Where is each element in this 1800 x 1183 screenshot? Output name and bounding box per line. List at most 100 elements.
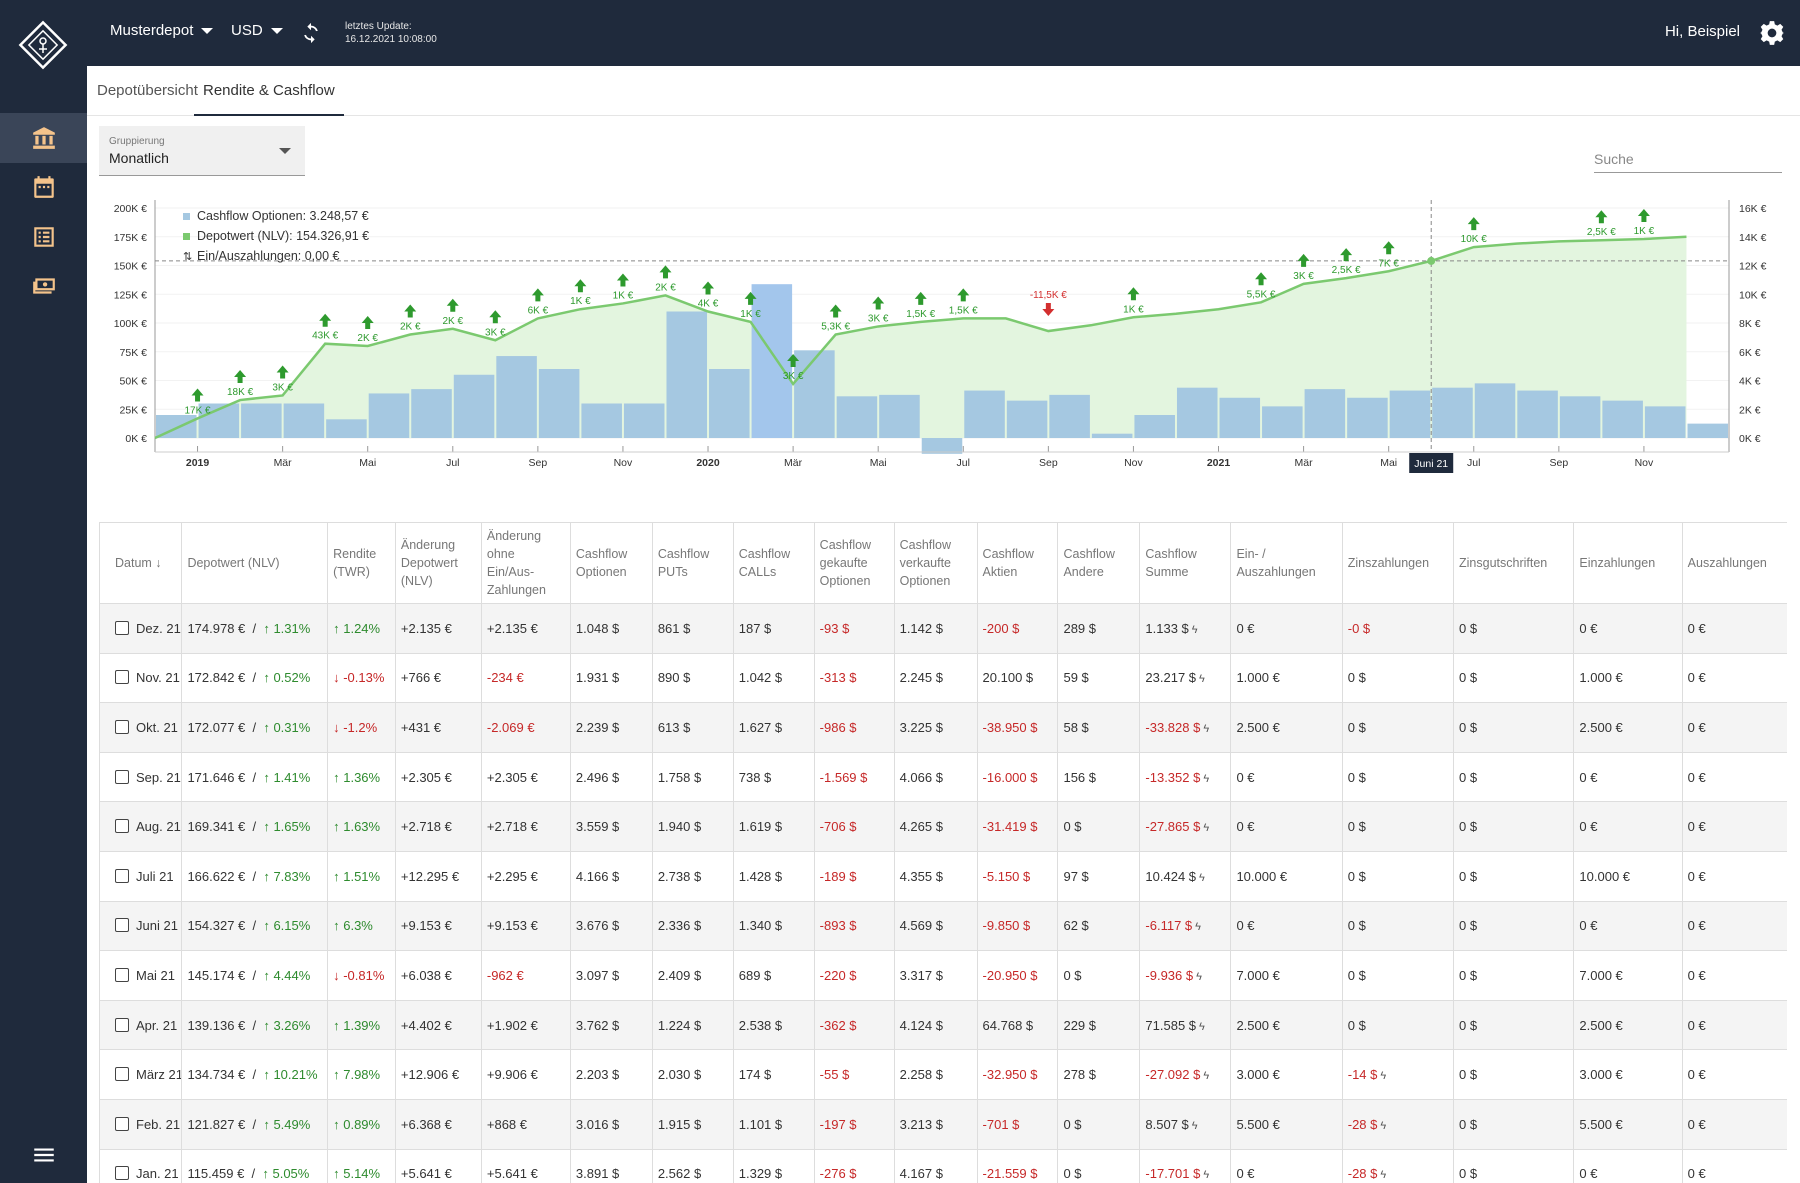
interest-credit-cell: 0 $ [1453,1149,1575,1183]
column-header[interactable]: Auszahlungen [1682,523,1787,604]
row-checkbox[interactable] [115,769,129,784]
column-header[interactable]: Ein- / Auszahlungen [1230,523,1343,604]
column-header[interactable]: Cashflow Aktien [977,523,1059,604]
cashflow-annotation: 17K € [184,405,211,416]
row-checkbox[interactable] [115,620,129,635]
y-tick-left: 200K € [114,203,147,215]
row-checkbox[interactable] [115,670,129,685]
arrow-up-icon [319,313,332,327]
sidebar-item-cash[interactable] [0,261,87,311]
last-update: letztes Update: 16.12.2021 10:08:00 [345,20,437,46]
table-row[interactable]: Juli 21 166.622 € / ↑ 7.83% ↑ 1.51% +12.295… [100,851,1787,902]
crosshair-point [1427,256,1436,265]
update-time: 16.12.2021 10:08:00 [345,34,437,45]
cashflow-options-cell: 1.048 $ [570,603,653,654]
cashflow-calls-cell: 1.329 $ [733,1149,815,1183]
row-checkbox[interactable] [115,967,129,982]
interest-cell: 0 $ [1342,851,1455,902]
deposits-cell: 3.000 € [1573,1049,1683,1100]
tab-depot-overview[interactable]: Depotübersicht [97,82,198,99]
column-header[interactable]: Änderung Depotwert (NLV) [395,523,482,604]
table-row[interactable]: Mai 21 145.174 € / ↑ 4.44% ↓ -0.81% +6.038 … [100,950,1787,1001]
column-header[interactable]: Cashflow verkaufte Optionen [894,523,978,604]
column-header[interactable]: Cashflow gekaufte Optionen [814,523,895,604]
column-header[interactable]: Rendite (TWR) [327,523,396,604]
column-header[interactable]: Cashflow Summe [1139,523,1232,604]
legend-inout: Ein/Auszahlungen: 0,00 € [197,249,340,263]
nlv-change-cell: +2.305 € [395,752,482,803]
table-row[interactable]: Okt. 21 172.077 € / ↑ 0.31% ↓ -1.2% +431 € -… [100,702,1787,753]
cashflow-annotation: 18K € [227,387,254,398]
cashflow-sum-cell: -27.092 $ ϟ [1139,1049,1232,1100]
column-header[interactable]: Zinszahlungen [1342,523,1455,604]
currency-selector[interactable]: USD [231,22,283,39]
cashflow-calls-cell: 689 $ [733,950,815,1001]
table-row[interactable]: Sep. 21 171.646 € / ↑ 1.41% ↑ 1.36% +2.305 … [100,752,1787,803]
cashflow-sum-cell: -27.865 $ ϟ [1139,801,1232,852]
twr-cell: ↑ 6.3% [327,901,396,952]
table-row[interactable]: Nov. 21 172.842 € / ↑ 0.52% ↓ -0.13% +766 €… [100,653,1787,704]
bolt-icon: ϟ [1199,673,1205,686]
row-checkbox[interactable] [115,719,129,734]
interest-credit-cell: 0 $ [1453,1049,1575,1100]
table-row[interactable]: Juni 21 154.327 € / ↑ 6.15% ↑ 6.3% +9.153 €… [100,901,1787,952]
nlv-cell: 172.842 € / ↑ 0.52% [181,653,329,704]
sidebar-item-depot[interactable] [0,113,87,163]
sidebar-item-list[interactable] [0,212,87,262]
column-header[interactable]: Cashflow Optionen [570,523,653,604]
bolt-icon: ϟ [1203,1070,1210,1083]
inout-cell: 0 € [1230,901,1343,952]
inout-cell: 2.500 € [1230,702,1343,753]
cashflow-annotation: 10K € [1461,234,1488,245]
date-cell: Sep. 21 [100,752,183,803]
cashflow-annotation: 5,3K € [821,322,850,333]
row-checkbox[interactable] [115,1166,129,1181]
row-checkbox[interactable] [115,819,129,834]
table-row[interactable]: Dez. 21 174.978 € / ↑ 1.31% ↑ 1.24% +2.135 … [100,603,1787,654]
table-row[interactable]: Feb. 21 121.827 € / ↑ 5.49% ↑ 0.89% +6.368 … [100,1099,1787,1150]
sidebar-item-calendar[interactable] [0,162,87,212]
cashflow-annotation: 4K € [698,299,719,310]
table-row[interactable]: März 21 134.734 € / ↑ 10.21% ↑ 7.98% +12.90… [100,1049,1787,1100]
cashflow-bar [1262,406,1303,438]
row-checkbox[interactable] [115,868,129,883]
row-checkbox[interactable] [115,1017,129,1032]
sort-arrow-icon[interactable]: ↓ [151,556,162,570]
cashflow-bar [411,389,452,438]
column-header[interactable]: Zinsgutschriften [1453,523,1575,604]
refresh-icon[interactable] [300,22,322,44]
depot-selector[interactable]: Musterdepot [110,22,214,39]
cashflow-puts-cell: 2.562 $ [652,1149,734,1183]
cashflow-bar [496,356,537,438]
table-row[interactable]: Apr. 21 139.136 € / ↑ 3.26% ↑ 1.39% +4.402 … [100,1000,1787,1051]
cashflow-sum-cell: 10.424 $ ϟ [1139,851,1232,902]
column-header[interactable]: Cashflow PUTs [652,523,734,604]
column-header[interactable]: Cashflow CALLs [733,523,815,604]
grouping-select[interactable]: Gruppierung Monatlich [99,126,305,176]
tab-returns-cashflow[interactable]: Rendite & Cashflow [194,66,344,116]
interest-cell: 0 $ [1342,653,1455,704]
date-cell: März 21 [100,1049,183,1100]
row-checkbox[interactable] [115,1116,129,1131]
table-row[interactable]: Jan. 21 115.459 € / ↑ 5.05% ↑ 5.14% +5.641 … [100,1149,1787,1183]
sidebar-menu-toggle[interactable] [0,1130,87,1180]
gear-icon[interactable] [1759,20,1785,46]
cashflow-bought-cell: -189 $ [814,851,895,902]
table-row[interactable]: Aug. 21 169.341 € / ↑ 1.65% ↑ 1.63% +2.718 … [100,801,1787,852]
column-header[interactable]: Depotwert (NLV) [181,523,329,604]
cashflow-bar [1006,400,1048,438]
column-header[interactable]: Datum ↓ [100,523,183,604]
search-input[interactable] [1594,145,1782,173]
column-header[interactable]: Einzahlungen [1573,523,1683,604]
inout-cell: 7.000 € [1230,950,1343,1001]
row-checkbox[interactable] [115,918,129,933]
cashflow-calls-cell: 187 $ [733,603,815,654]
row-checkbox[interactable] [115,1067,129,1082]
logo-icon[interactable] [18,20,68,70]
cashflow-calls-cell: 1.428 $ [733,851,815,902]
column-header[interactable]: Cashflow Andere [1057,523,1141,604]
cashflow-annotation: 1K € [1123,304,1144,315]
column-header[interactable]: Änderung ohne Ein/Aus-Zahlungen [481,523,571,604]
interest-credit-cell: 0 $ [1453,1099,1575,1150]
cashflow-bought-cell: -93 $ [814,603,895,654]
